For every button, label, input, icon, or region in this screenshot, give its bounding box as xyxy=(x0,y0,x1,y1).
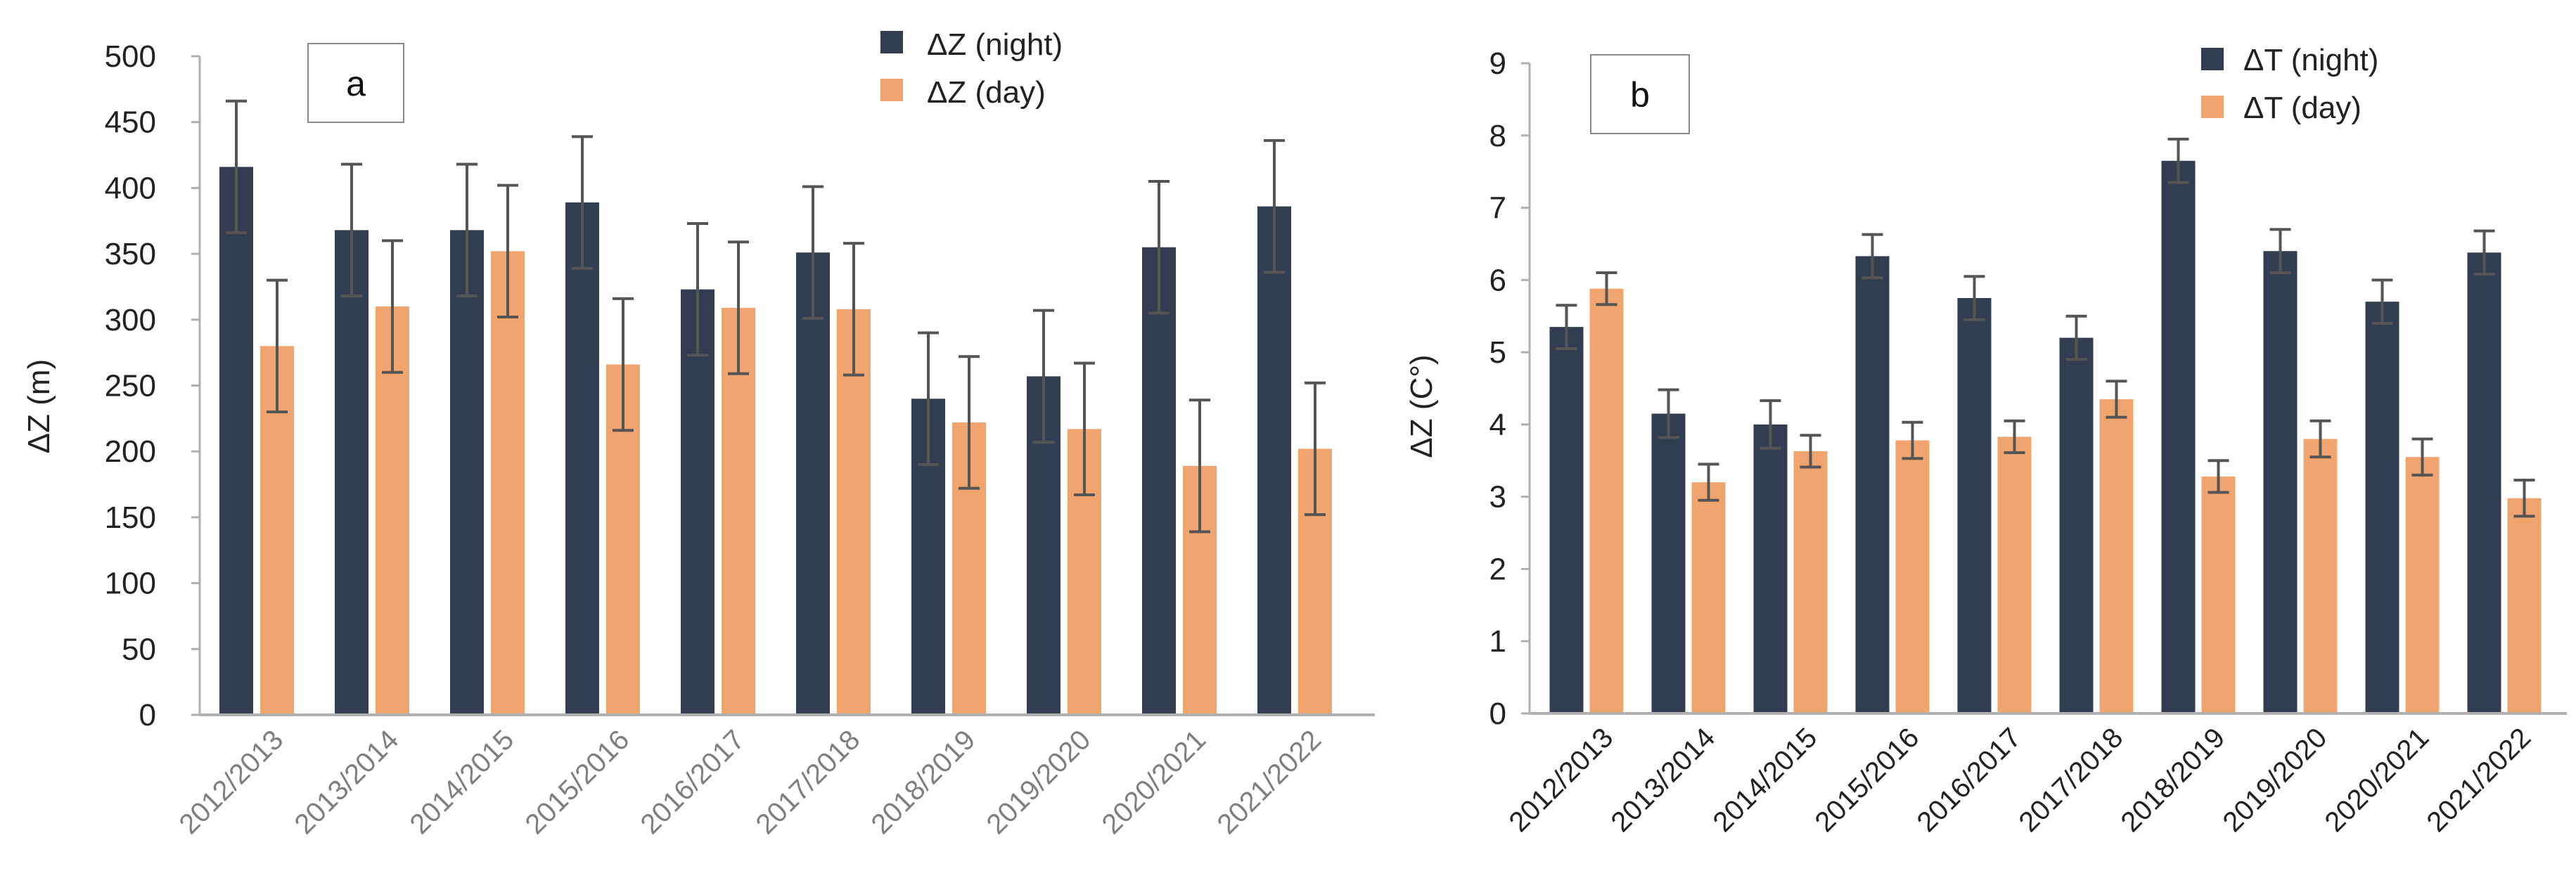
bar-night xyxy=(565,202,599,715)
bar-night xyxy=(335,230,369,715)
y-tick-label: 5 xyxy=(1489,335,1506,370)
bar-day xyxy=(1895,440,1930,713)
legend-label-day: ΔT (day) xyxy=(2243,91,2362,125)
panel-label: b xyxy=(1630,75,1650,115)
y-tick-label: 0 xyxy=(1489,697,1506,731)
y-tick-label: 4 xyxy=(1489,408,1506,442)
bar-night xyxy=(2161,160,2196,713)
y-tick-label: 450 xyxy=(105,105,156,140)
bar-day xyxy=(1997,437,2032,713)
bars xyxy=(1549,160,2542,714)
y-tick-label: 500 xyxy=(105,39,156,74)
bar-day xyxy=(376,306,409,715)
y-tick-label: 1 xyxy=(1489,624,1506,659)
legend-swatch-night xyxy=(880,31,903,53)
y-tick-label: 250 xyxy=(105,369,156,403)
panel-label-box xyxy=(307,43,404,123)
y-tick-label: 7 xyxy=(1489,191,1506,226)
y-tick-label: 300 xyxy=(105,303,156,337)
y-tick-label: 9 xyxy=(1489,46,1506,81)
bar-day xyxy=(837,309,871,716)
bar-night xyxy=(1651,413,1686,713)
bar-day xyxy=(1793,451,1828,713)
y-tick-label: 0 xyxy=(139,698,156,732)
legend-label-night: ΔT (night) xyxy=(2243,43,2378,77)
y-tick-label: 50 xyxy=(122,632,156,666)
bar-day xyxy=(1589,288,1624,714)
y-tick-label: 150 xyxy=(105,500,156,535)
bar-night xyxy=(1257,206,1291,715)
bar-day xyxy=(722,307,755,716)
y-tick-labels: 0 1 2 3 4 5 6 7 8 9 xyxy=(1489,46,1531,731)
error-bars xyxy=(1556,137,2535,518)
bar-day xyxy=(491,251,525,715)
bar-night xyxy=(2263,251,2298,713)
y-tick-label: 400 xyxy=(105,171,156,205)
bar-night xyxy=(1549,327,1584,713)
y-tick-label: 2 xyxy=(1489,552,1506,586)
y-tick-label: 100 xyxy=(105,567,156,601)
y-tick-label: 6 xyxy=(1489,263,1506,297)
legend: ΔZ (night) ΔZ (day) xyxy=(880,27,1063,110)
legend-swatch-day xyxy=(2201,96,2224,118)
bar-night xyxy=(219,167,253,715)
bar-night xyxy=(450,230,484,715)
panel-label-box xyxy=(1590,54,1690,134)
y-tick-label: 200 xyxy=(105,434,156,469)
bar-night xyxy=(1855,256,1890,714)
bar-day xyxy=(2303,439,2338,713)
bar-night xyxy=(681,289,715,715)
bar-day xyxy=(2201,476,2236,713)
y-tick-label: 8 xyxy=(1489,119,1506,153)
bars xyxy=(219,167,1332,716)
legend-label-night: ΔZ (night) xyxy=(927,27,1063,62)
y-axis-label: ΔZ (m) xyxy=(22,359,56,453)
bar-night xyxy=(796,252,830,715)
bar-night xyxy=(1142,247,1176,716)
panel-label: a xyxy=(346,64,366,103)
bar-night xyxy=(1957,298,1992,713)
bar-day xyxy=(2405,457,2440,713)
y-tick-labels: 0 50 100 150 200 250 300 350 400 450 500 xyxy=(105,39,201,732)
bar-night xyxy=(2365,302,2399,714)
y-tick-label: 350 xyxy=(105,237,156,271)
bar-night xyxy=(2467,252,2501,713)
legend-swatch-day xyxy=(880,79,903,101)
bar-night xyxy=(2059,337,2094,713)
y-axis-label: ΔZ (C°) xyxy=(1404,354,1439,458)
bar-day xyxy=(2099,399,2134,713)
y-tick-label: 3 xyxy=(1489,480,1506,515)
bar-day xyxy=(1691,482,1726,713)
legend-swatch-night xyxy=(2201,48,2224,70)
error-bars xyxy=(226,99,1326,534)
bar-night xyxy=(1753,424,1788,713)
legend-label-day: ΔZ (day) xyxy=(927,75,1046,110)
bar-day xyxy=(2507,498,2542,713)
legend: ΔT (night) ΔT (day) xyxy=(2201,43,2378,125)
